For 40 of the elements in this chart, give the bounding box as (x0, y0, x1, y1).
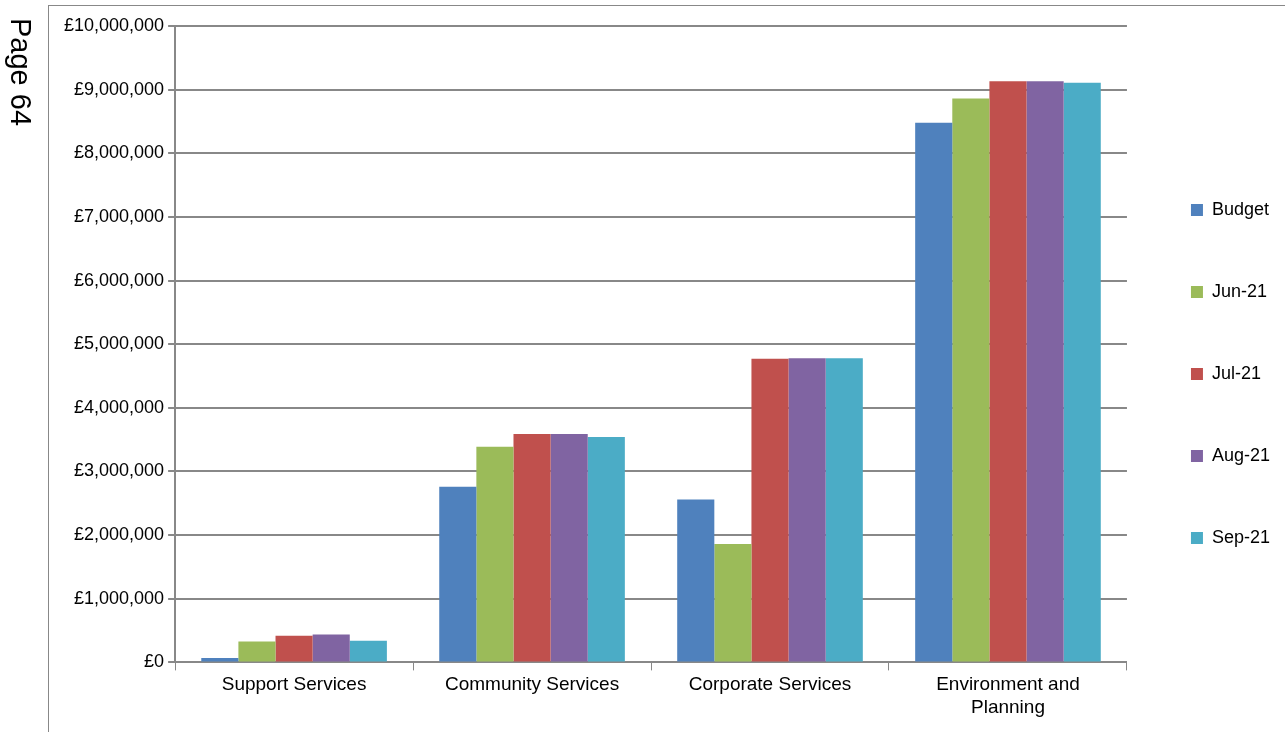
bar (825, 358, 863, 662)
legend-label: Sep-21 (1211, 526, 1270, 547)
y-tick-label: £10,000,000 (63, 14, 165, 35)
bar (312, 634, 350, 662)
y-tick-label: £1,000,000 (74, 587, 165, 608)
bar (1063, 82, 1101, 662)
bar (238, 641, 276, 662)
y-tick-label: £0 (144, 651, 165, 672)
bar (349, 640, 387, 662)
bar (952, 98, 990, 662)
y-tick-label: £2,000,000 (74, 524, 165, 545)
y-tick-label: £9,000,000 (74, 78, 165, 99)
bar (915, 122, 953, 662)
y-tick-label: £4,000,000 (74, 396, 165, 417)
legend-label: Budget (1211, 198, 1270, 219)
y-tick-label: £8,000,000 (74, 142, 165, 163)
bar (476, 446, 514, 662)
legend-label: Aug-21 (1211, 444, 1270, 465)
legend-label: Jul-21 (1211, 362, 1261, 383)
bar (677, 499, 715, 662)
x-tick-label: Corporate Services (688, 673, 852, 695)
bar (513, 433, 551, 662)
y-tick-label: £6,000,000 (74, 269, 165, 290)
bar (989, 81, 1027, 662)
text: Page 64 (4, 18, 37, 127)
bar (550, 433, 588, 662)
bar (751, 358, 789, 662)
bar (788, 358, 826, 662)
bar (275, 635, 313, 662)
bar (439, 486, 477, 662)
bar (587, 437, 625, 662)
x-tick-label: Community Services (444, 673, 620, 695)
bar (1026, 81, 1064, 662)
x-tick-label: Support Services (221, 673, 367, 695)
x-tick-label: Environment and Planning (936, 673, 1080, 717)
legend-label: Jun-21 (1211, 280, 1267, 301)
y-tick-label: £5,000,000 (74, 333, 165, 354)
y-tick-label: £7,000,000 (74, 205, 165, 226)
bar (714, 544, 752, 662)
y-tick-label: £3,000,000 (74, 460, 165, 481)
